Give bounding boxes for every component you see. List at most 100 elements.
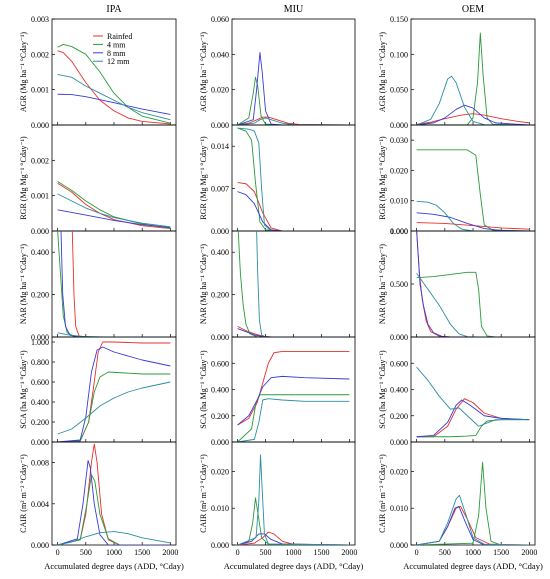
series-line-rainfed <box>71 231 171 337</box>
series-line-12-mm <box>57 193 171 228</box>
series-line-12-mm <box>416 494 530 545</box>
series-group <box>416 461 530 545</box>
y-tick-label: 0.010 <box>211 504 229 513</box>
y-tick-label: 0.000 <box>390 121 408 130</box>
x-tick-label: 0 <box>236 548 240 557</box>
plot-frame <box>231 124 356 232</box>
series-group <box>57 181 171 229</box>
series-line-12-mm <box>57 531 171 545</box>
y-tick-label: 0.000 <box>211 541 229 550</box>
y-axis-label: AGR (Mg ha⁻¹ °Cday⁻¹) <box>199 32 208 113</box>
series-line-4-mm <box>237 76 350 125</box>
plot-frame <box>410 124 536 232</box>
series-line-8-mm <box>416 399 530 438</box>
series-line-12-mm <box>416 273 530 337</box>
plot-frame <box>410 441 536 546</box>
series-group <box>237 454 350 545</box>
y-tick-label: 0.000 <box>31 227 49 236</box>
y-tick-label: 0.200 <box>31 418 49 427</box>
y-tick-label: 0.400 <box>211 386 229 395</box>
series-line-rainfed <box>416 113 530 125</box>
y-axis-label: CAIR (m² m⁻² °Cday⁻¹) <box>199 454 208 533</box>
series-line-4-mm <box>237 394 350 442</box>
series-group <box>416 366 530 438</box>
y-tick-label: 1.000 <box>31 338 49 347</box>
y-tick-label: 0.002 <box>31 50 49 59</box>
y-tick-label: 0.000 <box>211 333 229 342</box>
series-line-4-mm <box>416 149 530 231</box>
legend-label: 8 mm <box>107 49 126 58</box>
x-axis-label: Accumulated degree days (ADD, °Cday) <box>224 561 364 571</box>
series-line-rainfed <box>237 325 350 337</box>
y-tick-label: 0.500 <box>390 280 408 289</box>
series-group <box>57 231 171 337</box>
series-group <box>237 127 350 231</box>
column-title: IPA <box>106 4 122 15</box>
series-line-8-mm <box>416 104 530 125</box>
series-line-8-mm <box>57 93 171 115</box>
series-line-8-mm <box>416 505 530 545</box>
series-line-8-mm <box>237 375 350 426</box>
y-tick-label: 0.007 <box>211 185 229 194</box>
series-line-4-mm <box>237 497 350 545</box>
x-tick-label: 2000 <box>162 548 178 557</box>
plot-frame <box>410 230 536 338</box>
y-axis-label: SCA (ha Mg⁻¹ °Cday⁻¹) <box>19 350 28 429</box>
x-tick-label: 500 <box>439 548 451 557</box>
x-tick-label: 1500 <box>313 548 329 557</box>
y-tick-label: 0.000 <box>31 438 49 447</box>
x-tick-label: 0 <box>415 548 419 557</box>
series-line-8-mm <box>60 231 171 337</box>
plot-frame <box>410 336 536 443</box>
series-line-8-mm <box>57 460 171 545</box>
y-tick-label: 0.100 <box>390 50 408 59</box>
y-axis-label: RGR (Mg Mg⁻¹ °Cday⁻¹) <box>378 136 387 220</box>
plot-frame <box>231 230 356 338</box>
series-line-4-mm <box>416 419 530 438</box>
y-tick-label: 0.001 <box>31 86 49 95</box>
y-tick-label: 0.400 <box>211 248 229 257</box>
series-line-rainfed <box>57 182 171 229</box>
series-group <box>237 350 350 442</box>
y-axis-label: AGR (Mg ha⁻¹ °Cday⁻¹) <box>378 32 387 113</box>
x-tick-label: 500 <box>260 548 272 557</box>
y-tick-label: 0.020 <box>211 86 229 95</box>
y-tick-label: 0.400 <box>390 386 408 395</box>
series-line-12-mm <box>237 127 350 231</box>
x-axis-label: Accumulated degree days (ADD, °Cday) <box>403 561 543 571</box>
series-line-12-mm <box>416 200 530 231</box>
series-group <box>416 149 530 231</box>
legend-label: 12 mm <box>107 57 130 66</box>
y-tick-label: 0.020 <box>211 467 229 476</box>
series-line-12-mm <box>416 75 530 125</box>
legend-label: 4 mm <box>107 40 126 49</box>
series-line-8-mm <box>416 231 530 337</box>
y-axis-label: RGR (Mg Mg⁻¹ °Cday⁻¹) <box>19 136 28 220</box>
y-tick-label: 0.020 <box>390 166 408 175</box>
series-line-8-mm <box>416 212 530 231</box>
series-line-12-mm <box>237 398 350 442</box>
panel-cair-oem: 0.000 0.010 0.020 0 500 1000 1500 2000 CAIR (m² … <box>378 441 537 557</box>
y-axis-label: CAIR (m² m⁻² °Cday⁻¹) <box>19 454 28 533</box>
series-line-8-mm <box>57 346 171 442</box>
series-line-12-mm <box>416 366 530 427</box>
series-group <box>416 231 530 337</box>
x-axis-label: Accumulated degree days (ADD, °Cday) <box>44 561 184 571</box>
x-tick-label: 500 <box>80 548 92 557</box>
series-group <box>57 341 171 442</box>
series-line-rainfed <box>237 116 350 125</box>
y-tick-label: 0.004 <box>31 500 49 509</box>
y-axis-label: NAR (Mg ha⁻¹ °Cday⁻¹) <box>19 244 28 325</box>
y-axis-label: CAIR (m² m⁻² °Cday⁻¹) <box>378 454 387 533</box>
series-line-12-mm <box>237 117 350 125</box>
y-tick-label: 0.400 <box>31 248 49 257</box>
y-tick-label: 0.002 <box>31 156 49 165</box>
y-tick-label: 0.010 <box>390 504 408 513</box>
y-axis-label: SCA (ha Mg⁻¹ °Cday⁻¹) <box>378 350 387 429</box>
